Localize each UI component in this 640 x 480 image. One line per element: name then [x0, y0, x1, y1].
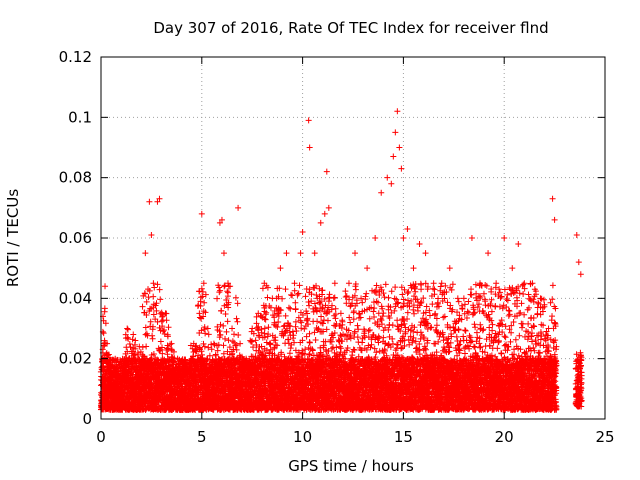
data-point	[165, 324, 172, 331]
data-point	[157, 296, 164, 303]
data-points	[97, 108, 585, 413]
data-point	[292, 299, 299, 306]
data-point	[285, 304, 292, 311]
data-point	[154, 281, 161, 288]
data-point	[248, 338, 255, 345]
data-point	[235, 332, 242, 339]
data-point	[218, 307, 225, 314]
data-point	[292, 305, 299, 312]
data-point	[150, 293, 157, 300]
data-point	[149, 332, 156, 339]
data-point	[282, 286, 289, 293]
data-point	[266, 340, 273, 347]
data-point	[214, 295, 221, 302]
data-point	[286, 350, 293, 357]
data-point	[265, 324, 272, 331]
data-point	[225, 289, 232, 296]
data-point	[290, 332, 297, 339]
chart-title: Day 307 of 2016, Rate Of TEC Index for r…	[153, 19, 548, 37]
data-point	[201, 299, 208, 306]
data-point	[201, 343, 208, 350]
data-point	[292, 318, 299, 325]
data-point	[139, 303, 146, 310]
data-point	[157, 338, 164, 345]
data-point	[295, 290, 302, 297]
data-point	[132, 337, 139, 344]
data-point	[282, 312, 289, 319]
data-point	[149, 335, 156, 342]
data-point	[199, 288, 206, 295]
data-point	[142, 324, 149, 331]
data-point	[234, 300, 241, 307]
data-point	[151, 284, 158, 291]
data-point	[126, 340, 133, 347]
data-point	[143, 343, 150, 350]
data-point	[234, 318, 241, 325]
data-point	[222, 311, 229, 318]
data-point	[223, 328, 230, 335]
data-point	[259, 285, 266, 292]
data-point	[222, 335, 229, 342]
data-point	[264, 294, 271, 301]
data-point	[216, 289, 223, 296]
data-point	[205, 331, 212, 338]
data-point	[163, 317, 170, 324]
data-point	[220, 322, 227, 329]
data-point	[105, 351, 112, 358]
data-point	[294, 291, 301, 298]
data-point	[202, 330, 209, 337]
grid-lines	[101, 57, 605, 419]
data-point	[224, 288, 231, 295]
data-point	[261, 325, 268, 332]
data-point	[293, 328, 300, 335]
data-point	[225, 337, 232, 344]
data-point	[232, 294, 239, 301]
data-point	[287, 305, 294, 312]
data-point	[101, 305, 108, 312]
data-point	[252, 337, 259, 344]
data-point	[220, 342, 227, 349]
data-point	[156, 286, 163, 293]
data-point	[196, 314, 203, 321]
data-point	[102, 320, 109, 327]
data-point	[288, 291, 295, 298]
data-point	[150, 311, 157, 318]
data-point	[153, 307, 160, 314]
data-point	[217, 287, 224, 294]
data-point	[224, 318, 231, 325]
data-point	[100, 330, 107, 337]
data-point	[231, 331, 238, 338]
data-point	[233, 315, 240, 322]
